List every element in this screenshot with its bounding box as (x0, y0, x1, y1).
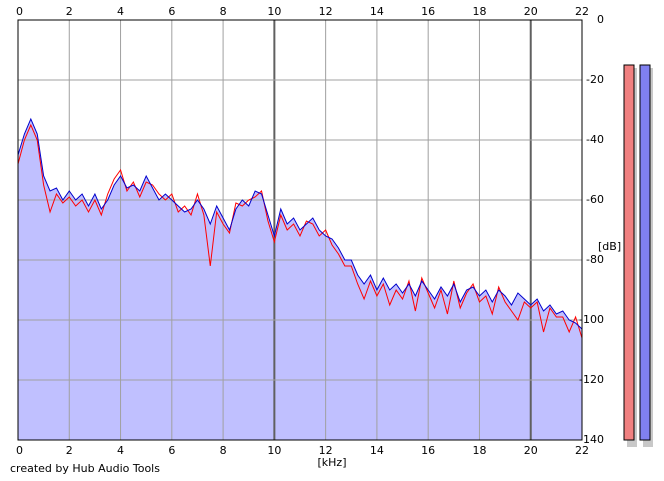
spectrum-line (17, 123, 583, 339)
x-tick-label-top: 14 (370, 5, 384, 18)
x-axis-label: [kHz] (318, 456, 347, 469)
level-meter (623, 64, 635, 441)
x-tick-label: 2 (66, 444, 73, 457)
x-tick-label: 10 (267, 444, 281, 457)
x-tick-label-top: 0 (16, 5, 23, 18)
x-tick-label: 16 (421, 444, 435, 457)
x-tick-label-top: 4 (117, 5, 124, 18)
x-tick-label-top: 18 (472, 5, 486, 18)
y-axis-label: [dB] (598, 240, 621, 253)
footer: created by Hub Audio Tools (10, 462, 160, 475)
level-meter (639, 64, 651, 441)
x-tick-label: 6 (168, 444, 175, 457)
x-tick-label-top: 10 (267, 5, 281, 18)
x-tick-label-top: 22 (575, 5, 589, 18)
x-tick-label: 20 (524, 444, 538, 457)
spectrum-line (17, 117, 583, 330)
x-tick-label: 12 (319, 444, 333, 457)
x-tick-label: 18 (472, 444, 486, 457)
x-tick-label-top: 16 (421, 5, 435, 18)
spectrum-fill (18, 119, 582, 440)
y-tick-label: -60 (586, 193, 604, 206)
y-tick-label: -100 (579, 313, 604, 326)
y-tick-label: -80 (586, 253, 604, 266)
y-tick-label: 0 (597, 13, 604, 26)
y-tick-label: -120 (579, 373, 604, 386)
x-tick-label-top: 6 (168, 5, 175, 18)
x-tick-label-top: 2 (66, 5, 73, 18)
y-tick-label: -20 (586, 73, 604, 86)
x-tick-label: 0 (16, 444, 23, 457)
plot-border (17, 19, 583, 441)
x-tick-label: 14 (370, 444, 384, 457)
x-tick-label-top: 8 (220, 5, 227, 18)
y-tick-label: -40 (586, 133, 604, 146)
y-tick-label: -140 (579, 433, 604, 446)
x-tick-label: 22 (575, 444, 589, 457)
x-tick-label-top: 12 (319, 5, 333, 18)
x-tick-label: 4 (117, 444, 124, 457)
x-tick-label: 8 (220, 444, 227, 457)
x-tick-label-top: 20 (524, 5, 538, 18)
